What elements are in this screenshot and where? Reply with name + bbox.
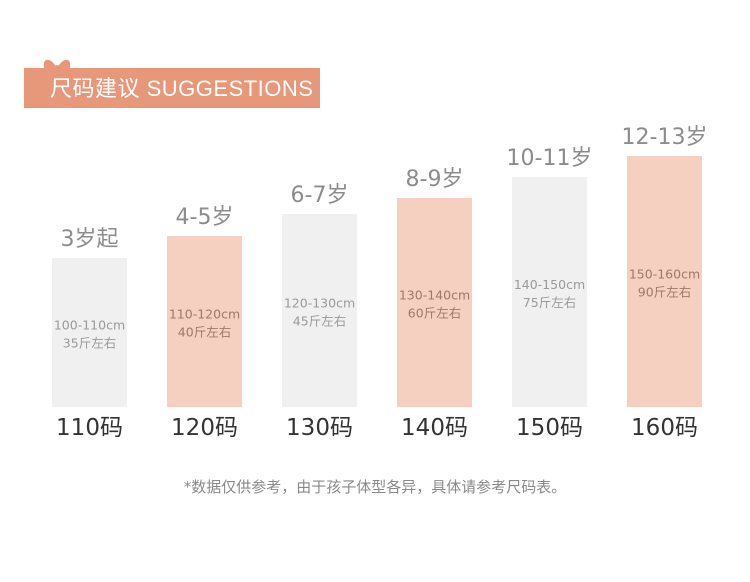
category-label: 130码 — [286, 415, 353, 441]
category-label: 120码 — [171, 415, 238, 441]
category-label: 150码 — [516, 415, 583, 441]
header-banner — [24, 68, 320, 108]
bow-icon — [43, 59, 71, 71]
bar-age-label: 10-11岁 — [507, 146, 593, 171]
bar-age-label: 4-5岁 — [176, 205, 234, 230]
bar — [52, 258, 127, 407]
bar-age-label: 6-7岁 — [291, 183, 349, 208]
bar-size-label: 110-120cm — [169, 307, 240, 322]
bar-age-label: 3岁起 — [61, 227, 119, 252]
bar-age-label: 8-9岁 — [406, 167, 464, 192]
bar — [627, 156, 702, 407]
bar-size-label: 140-150cm — [514, 277, 585, 292]
bar-size-label: 120-130cm — [284, 296, 355, 311]
bar — [512, 177, 587, 407]
bar-size-label: 35斤左右 — [63, 336, 116, 351]
bar — [397, 198, 472, 407]
header-title: 尺码建议 SUGGESTIONS — [50, 76, 314, 101]
bar-size-label: 75斤左右 — [523, 295, 576, 310]
bar-size-label: 60斤左右 — [408, 306, 461, 321]
footnote: *数据仅供参考，由于孩子体型各异，具体请参考尺码表。 — [183, 478, 567, 496]
bar — [167, 236, 242, 407]
bar-size-label: 130-140cm — [399, 288, 470, 303]
bar-age-label: 12-13岁 — [622, 125, 708, 150]
category-label: 110码 — [56, 415, 123, 441]
size-chart: 3岁起 100-110cm 35斤左右 110码 4-5岁 110-120cm 40斤左右 1… — [52, 125, 708, 441]
bar-size-label: 45斤左右 — [293, 314, 346, 329]
bar-size-label: 90斤左右 — [638, 285, 691, 300]
bar-size-label: 100-110cm — [54, 318, 125, 333]
bar-size-label: 150-160cm — [629, 267, 700, 282]
category-label: 140码 — [401, 415, 468, 441]
bar-size-label: 40斤左右 — [178, 325, 231, 340]
category-label: 160码 — [631, 415, 698, 441]
bar — [282, 214, 357, 407]
